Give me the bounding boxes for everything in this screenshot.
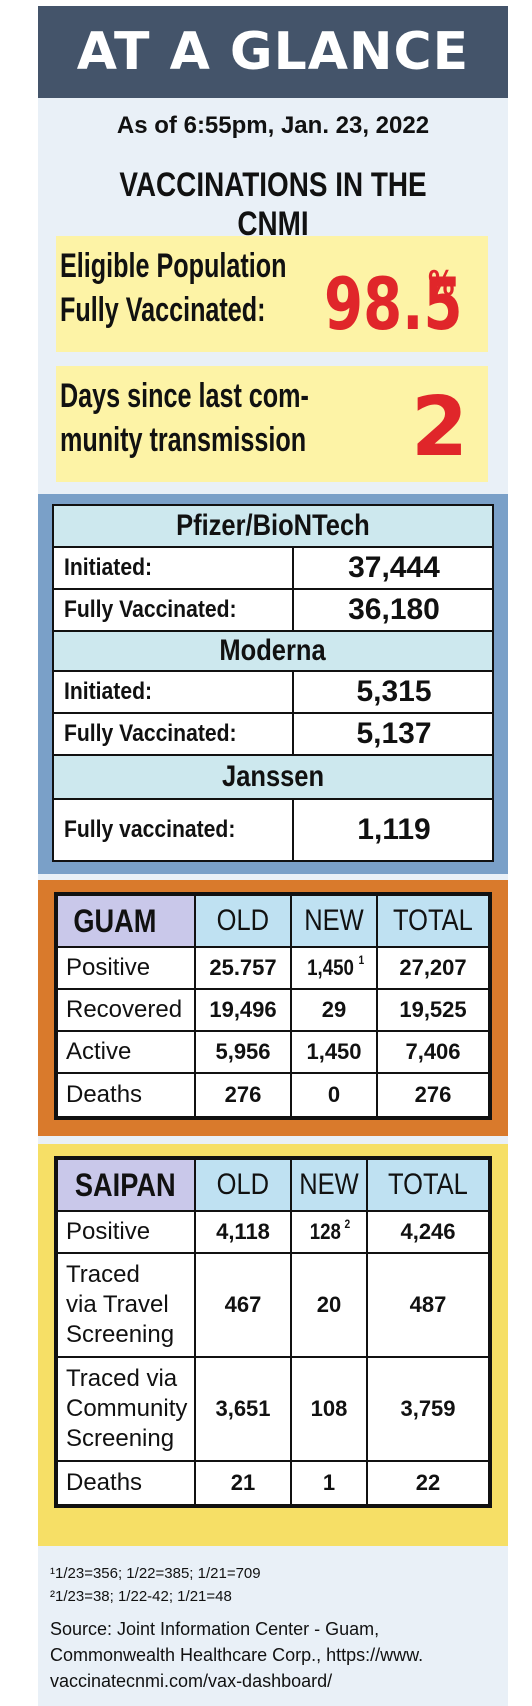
vaccine-row-pfizer-fully: Fully Vaccinated: 36,180 <box>54 590 492 632</box>
cell-total: 22 <box>366 1460 490 1506</box>
table-row: Traced via Travel Screening 467 20 487 <box>56 1252 490 1358</box>
footnote-marker: 2 <box>344 1217 351 1231</box>
moderna-initiated-value: 5,315 <box>356 675 432 708</box>
saipan-panel: SAIPAN OLD NEW TOTAL Positive 4,118 128 2… <box>38 1144 508 1546</box>
row-label: Initiated: <box>64 678 152 705</box>
janssen-fully-value: 1,119 <box>357 813 431 846</box>
cell-total: 19,525 <box>376 988 490 1032</box>
column-header-total: TOTAL <box>376 894 490 948</box>
table-row: Positive 4,118 128 2 4,246 <box>56 1210 490 1254</box>
table-row: Positive 25.757 1,450 1 27,207 <box>56 946 490 990</box>
section-title: VACCINATIONS IN THE CNMI <box>119 166 427 243</box>
row-label: Fully Vaccinated: <box>64 720 237 747</box>
at-a-glance-card: AT A GLANCE As of 6:55pm, Jan. 23, 2022 … <box>38 6 508 1706</box>
cell-total: 7,406 <box>376 1030 490 1074</box>
pfizer-fully-value: 36,180 <box>348 593 440 626</box>
vaccine-header-janssen: Janssen <box>54 756 492 800</box>
saipan-place-header: SAIPAN <box>56 1158 196 1212</box>
cell-new: 1,450 1 <box>290 946 378 990</box>
guam-place-header: GUAM <box>56 894 196 948</box>
vaccine-row-janssen-fully: Fully vaccinated: 1,119 <box>54 800 492 860</box>
footnote-marker: 1 <box>358 953 365 967</box>
cell-total: 4,246 <box>366 1210 490 1254</box>
cell-total: 3,759 <box>366 1356 490 1462</box>
eligible-label-line1: Eligible Population <box>60 247 287 285</box>
cell-new: 29 <box>290 988 378 1032</box>
footnote-2: ²1/23=38; 1/22-42; 1/21=48 <box>50 1588 232 1605</box>
vaccine-row-pfizer-initiated: Initiated: 37,444 <box>54 548 492 590</box>
moderna-fully-value: 5,137 <box>356 717 432 750</box>
vaccine-row-moderna-initiated: Initiated: 5,315 <box>54 672 492 714</box>
eligible-label-line2: Fully Vaccinated: <box>60 291 266 329</box>
row-label: Recovered <box>56 988 196 1032</box>
cell-new: 20 <box>290 1252 368 1358</box>
column-header-old: OLD <box>194 1158 292 1212</box>
cell-old: 276 <box>194 1072 292 1118</box>
row-label: Fully vaccinated: <box>64 816 236 843</box>
cell-new: 108 <box>290 1356 368 1462</box>
row-label: Traced via Community Screening <box>56 1356 196 1462</box>
row-label: Deaths <box>56 1072 196 1118</box>
cell-old: 5,956 <box>194 1030 292 1074</box>
saipan-table: SAIPAN OLD NEW TOTAL Positive 4,118 128 2… <box>54 1156 492 1508</box>
cell-new: 128 2 <box>290 1210 368 1254</box>
row-label: Traced via Travel Screening <box>56 1252 196 1358</box>
table-row: Deaths 21 1 22 <box>56 1460 490 1506</box>
page-title: AT A GLANCE <box>38 6 508 98</box>
footnote-1: ¹1/23=356; 1/22=385; 1/21=709 <box>50 1565 261 1582</box>
cell-old: 19,496 <box>194 988 292 1032</box>
row-label: Initiated: <box>64 554 152 581</box>
cell-old: 25.757 <box>194 946 292 990</box>
days-value: 2 <box>411 380 469 475</box>
vaccine-row-moderna-fully: Fully Vaccinated: 5,137 <box>54 714 492 756</box>
vaccine-panel: Pfizer/BioNTech Initiated: 37,444 Fully … <box>38 494 508 874</box>
footnotes: ¹1/23=356; 1/22=385; 1/21=709 ²1/23=38; … <box>50 1562 500 1608</box>
days-since-transmission-box: Days since last com- munity transmission… <box>56 366 488 482</box>
days-label-line1: Days since last com- <box>60 377 309 415</box>
cell-total: 487 <box>366 1252 490 1358</box>
eligible-vaccinated-box: Eligible Population Fully Vaccinated: 98… <box>56 236 488 352</box>
guam-panel: GUAM OLD NEW TOTAL Positive 25.757 1,450… <box>38 880 508 1136</box>
column-header-total: TOTAL <box>366 1158 490 1212</box>
source-line-3: vaccinatecnmi.com/vax-dashboard/ <box>50 1671 333 1691</box>
table-row: Recovered 19,496 29 19,525 <box>56 988 490 1032</box>
cell-old: 467 <box>194 1252 292 1358</box>
guam-table: GUAM OLD NEW TOTAL Positive 25.757 1,450… <box>54 892 492 1120</box>
column-header-old: OLD <box>194 894 292 948</box>
pfizer-initiated-value: 37,444 <box>348 551 440 584</box>
source-line-1: Source: Joint Information Center - Guam, <box>50 1619 380 1639</box>
column-header-new: NEW <box>290 1158 368 1212</box>
table-row: Traced via Community Screening 3,651 108… <box>56 1356 490 1462</box>
cell-old: 21 <box>194 1460 292 1506</box>
table-row: Deaths 276 0 276 <box>56 1072 490 1118</box>
vaccine-table: Pfizer/BioNTech Initiated: 37,444 Fully … <box>52 504 494 862</box>
column-header-new: NEW <box>290 894 378 948</box>
source-line-2: Commonwealth Healthcare Corp., https://w… <box>50 1645 424 1665</box>
cell-new: 1,450 <box>290 1030 378 1074</box>
days-label: Days since last com- munity transmission <box>60 374 309 462</box>
eligible-percent-sign: % <box>428 264 455 304</box>
row-label: Positive <box>56 1210 196 1254</box>
row-label: Active <box>56 1030 196 1074</box>
row-label: Positive <box>56 946 196 990</box>
as-of-timestamp: As of 6:55pm, Jan. 23, 2022 <box>116 112 430 139</box>
cell-old: 3,651 <box>194 1356 292 1462</box>
row-label: Fully Vaccinated: <box>64 596 237 623</box>
vaccine-header-pfizer: Pfizer/BioNTech <box>54 506 492 548</box>
vaccine-header-moderna: Moderna <box>54 632 492 672</box>
eligible-label: Eligible Population Fully Vaccinated: <box>60 244 287 332</box>
cell-new: 0 <box>290 1072 378 1118</box>
table-row: Active 5,956 1,450 7,406 <box>56 1030 490 1074</box>
cell-total: 27,207 <box>376 946 490 990</box>
cell-new: 1 <box>290 1460 368 1506</box>
source-credit: Source: Joint Information Center - Guam,… <box>50 1616 506 1694</box>
row-label: Deaths <box>56 1460 196 1506</box>
eligible-percent-value: 98.5 <box>324 262 463 346</box>
cell-old: 4,118 <box>194 1210 292 1254</box>
days-label-line2: munity transmission <box>60 421 307 459</box>
cell-total: 276 <box>376 1072 490 1118</box>
